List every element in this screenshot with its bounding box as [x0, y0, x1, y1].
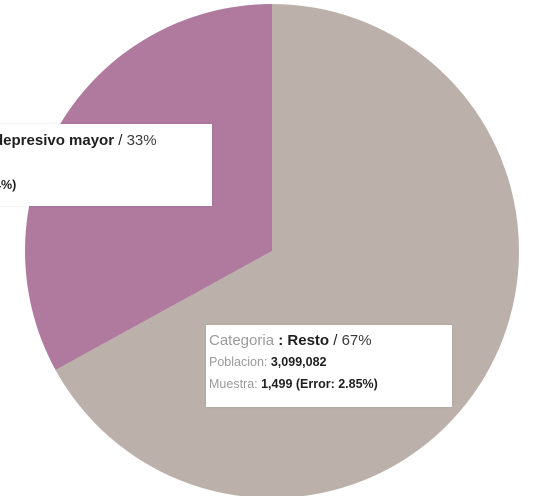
tooltip-resto-category-label: Categoria	[209, 332, 275, 349]
tooltip-resto-percent: 67%	[341, 332, 372, 349]
tooltip-depresivo: depresivo mayor / 33% 4%)	[0, 124, 212, 206]
tooltip-resto-poblacion-label: Poblacion:	[209, 355, 271, 369]
tooltip-depresivo-title: depresivo mayor / 33%	[0, 132, 157, 149]
tooltip-resto-poblacion-value: 3,099,082	[270, 355, 327, 369]
tooltip-resto-muestra: Muestra: 1,499 (Error: 2.85%)	[209, 377, 378, 391]
tooltip-resto-colon: :	[274, 332, 288, 349]
tooltip-resto-separator: /	[329, 332, 342, 349]
tooltip-resto-title: Categoria : Resto / 67%	[209, 332, 372, 349]
tooltip-depresivo-error-fragment: 4%)	[0, 178, 17, 192]
tooltip-resto: Categoria : Resto / 67% Poblacion: 3,099…	[206, 325, 452, 407]
tooltip-resto-muestra-value: 1,499	[261, 377, 293, 391]
tooltip-depresivo-category-value: depresivo mayor	[0, 132, 115, 149]
tooltip-resto-error: (Error: 2.85%)	[292, 377, 378, 391]
tooltip-resto-muestra-label: Muestra:	[209, 377, 262, 391]
tooltip-resto-poblacion: Poblacion: 3,099,082	[209, 355, 326, 369]
tooltip-resto-category-value: Resto	[287, 332, 330, 349]
tooltip-depresivo-separator: /	[114, 132, 127, 149]
tooltip-depresivo-percent: 33%	[126, 132, 157, 149]
